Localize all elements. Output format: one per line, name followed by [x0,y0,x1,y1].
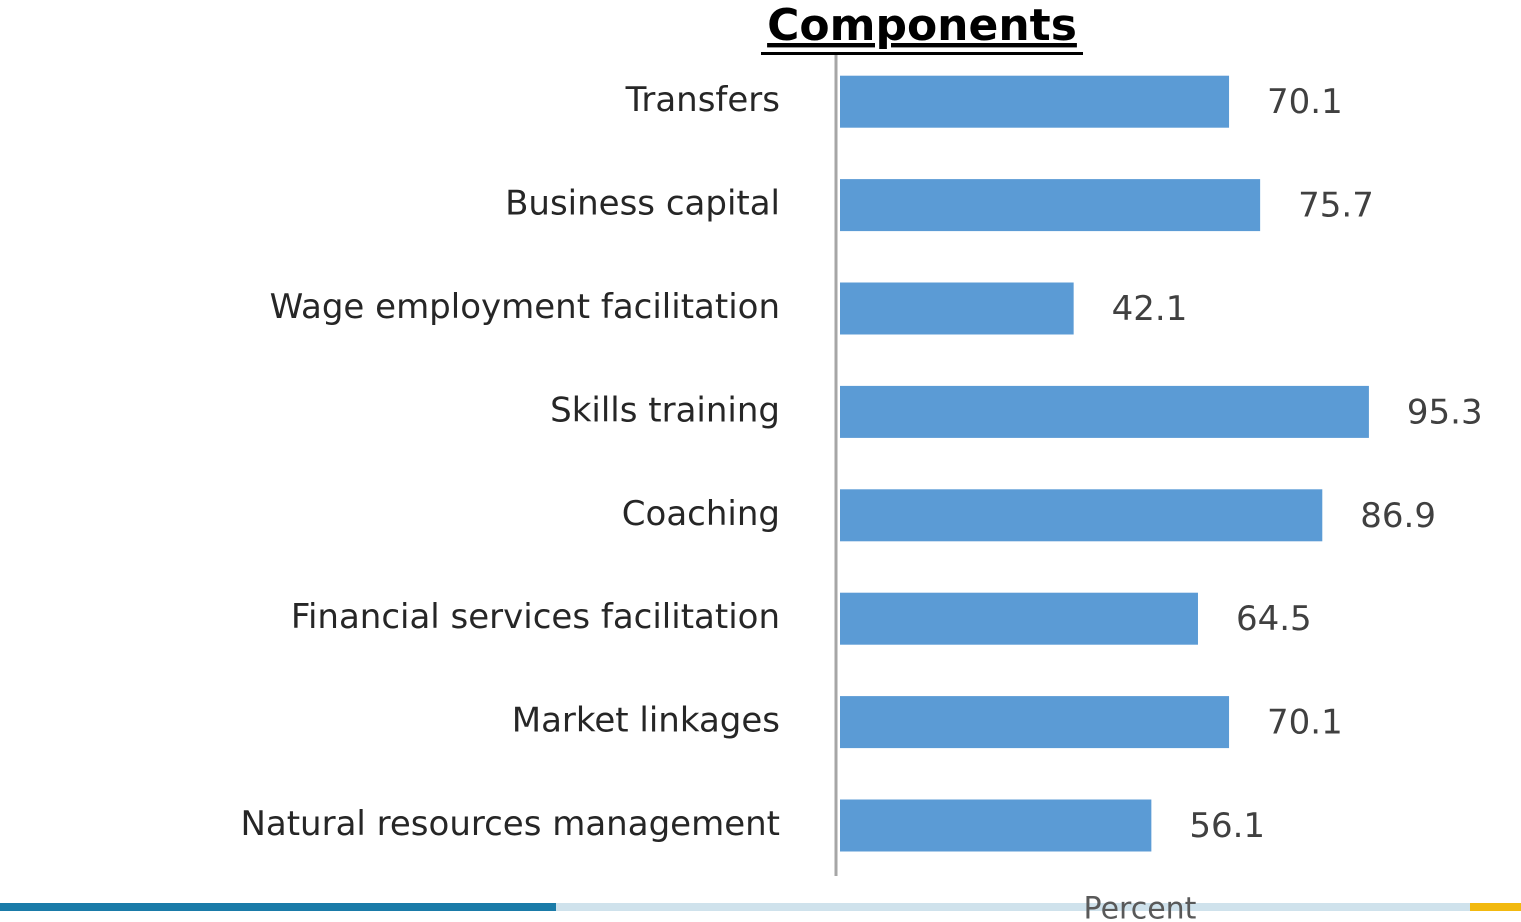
y-tick-label: Business capital [505,184,780,224]
y-tick-label: Financial services facilitation [291,597,780,637]
x-axis-label: Percent [1084,892,1197,922]
bar [840,489,1323,542]
bar [840,696,1230,749]
data-label: 42.1 [1112,289,1188,329]
y-tick-label: Coaching [622,494,780,534]
y-tick-label: Skills training [550,390,780,430]
y-tick-label: Market linkages [512,701,780,741]
y-tick-label: Wage employment facilitation [270,287,780,327]
stripe-light [556,903,1470,911]
y-tick-label: Natural resources management [240,804,780,844]
bar [840,385,1369,438]
stripe-yellow [1470,903,1521,911]
data-label: 56.1 [1189,806,1265,846]
bar [840,799,1152,852]
data-label: 70.1 [1267,703,1343,743]
data-label: 64.5 [1236,599,1312,639]
bar [840,592,1198,645]
data-label: 70.1 [1267,82,1343,122]
y-tick-label: Transfers [625,80,780,120]
data-label: 86.9 [1360,496,1436,536]
stripe-blue [0,903,556,911]
title-underline [761,52,1083,55]
bar [840,282,1074,335]
bar [840,179,1261,232]
chart-title: Components [767,0,1077,51]
bar [840,75,1230,128]
data-label: 95.3 [1407,392,1483,432]
data-label: 75.7 [1298,186,1374,226]
